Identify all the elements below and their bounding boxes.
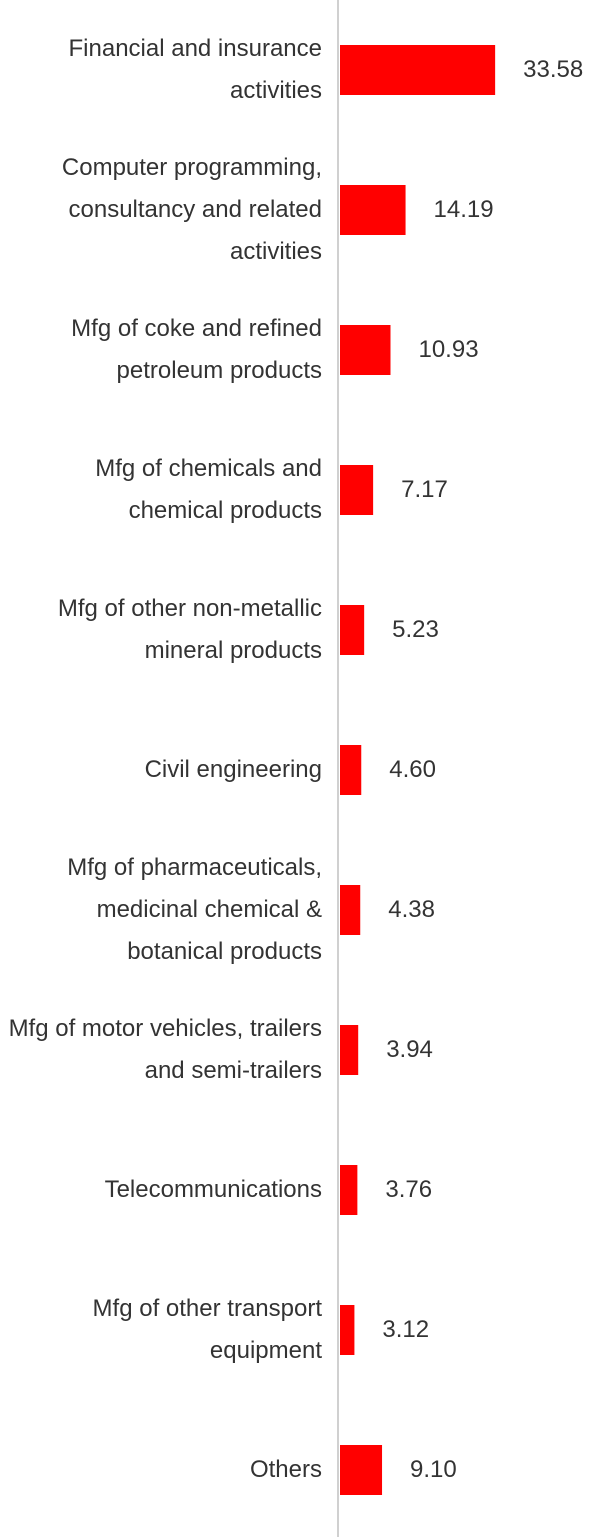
category-label: Others	[249, 1456, 322, 1483]
category-label: Mfg of chemicals and chemical products	[95, 455, 322, 524]
bar	[340, 45, 496, 95]
bar	[340, 1445, 383, 1495]
value-label: 14.19	[433, 196, 494, 223]
value-label: 4.60	[389, 756, 436, 783]
category-label: Mfg of coke and refined petroleum produc…	[71, 315, 322, 384]
bar	[340, 1025, 359, 1075]
value-label: 3.94	[386, 1036, 433, 1063]
category-label: Computer programming, consultancy and re…	[61, 154, 322, 265]
bar	[340, 1165, 358, 1215]
bar	[340, 605, 365, 655]
bar	[340, 465, 374, 515]
bar	[340, 745, 362, 795]
category-label: Mfg of other transport equipment	[92, 1295, 322, 1364]
category-label: Mfg of motor vehicles, trailers and semi…	[8, 1015, 322, 1084]
value-label: 3.76	[385, 1176, 433, 1203]
category-label: Financial and insurance activities	[68, 35, 323, 104]
category-label: Mfg of pharmaceuticals, medicinal chemic…	[67, 854, 322, 965]
bar	[340, 1305, 355, 1355]
value-label: 33.58	[523, 56, 584, 83]
category-label: Mfg of other non-metallic mineral produc…	[57, 595, 322, 664]
category-label: Civil engineering	[144, 756, 322, 783]
bar	[340, 185, 406, 235]
bar	[340, 325, 391, 375]
category-label: Telecommunications	[104, 1176, 322, 1203]
value-label: 7.17	[401, 476, 448, 503]
value-label: 4.38	[388, 896, 435, 923]
value-label: 5.23	[392, 616, 439, 643]
value-label: 3.12	[382, 1316, 430, 1343]
value-label: 10.93	[418, 336, 479, 363]
bar	[340, 885, 361, 935]
value-label: 9.10	[410, 1456, 457, 1483]
